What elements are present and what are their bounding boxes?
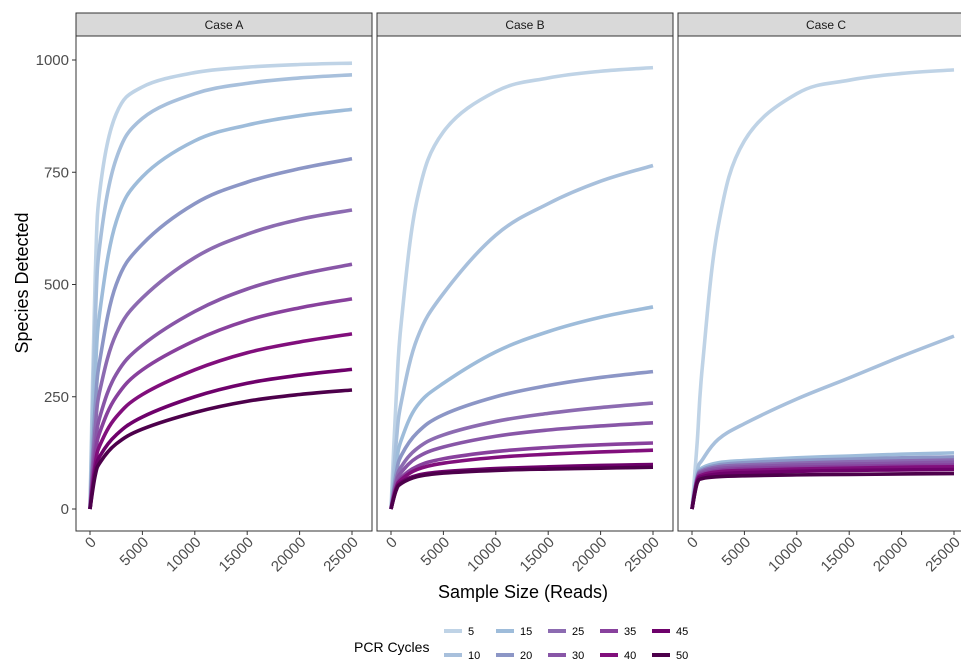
panel-case-c: Case C 0 5000 10000 15000 20000 25000 (677, 12, 961, 576)
x-tick-label: 25000 (320, 534, 362, 576)
series-line-10 (389, 163, 654, 510)
series-line-30 (389, 420, 654, 510)
series-line-40 (389, 448, 654, 510)
legend-item-5: 5 (444, 626, 474, 638)
x-tick-label: 20000 (870, 534, 912, 576)
x-axis-title: Sample Size (Reads) (438, 582, 608, 602)
legend-label: 30 (572, 650, 584, 662)
panel-border (677, 35, 961, 532)
series-group (389, 65, 654, 510)
x-tick-label: 5000 (117, 534, 153, 570)
legend-item-10: 10 (444, 650, 480, 662)
legend-label: 5 (468, 626, 474, 638)
x-tick-label: 0 (82, 534, 100, 552)
facet-strip-label: Case C (806, 18, 846, 32)
y-tick-label: 500 (44, 277, 69, 294)
legend-label: 10 (468, 650, 480, 662)
x-tick-label: 10000 (765, 534, 807, 576)
legend-label: 45 (676, 626, 688, 638)
series-line-10 (88, 73, 353, 510)
series-line-30 (88, 262, 353, 510)
series-line-50 (88, 388, 353, 510)
y-axis: 0 250 500 750 1000 (36, 52, 76, 518)
x-tick-label: 10000 (163, 534, 205, 576)
panel-case-b: Case B 0 5000 10000 15000 20000 25000 (376, 12, 674, 576)
panel-border (75, 35, 373, 532)
legend-item-15: 15 (496, 626, 532, 638)
x-tick-label: 25000 (621, 534, 663, 576)
legend-item-50: 50 (652, 650, 688, 662)
x-tick-label: 5000 (719, 534, 755, 570)
x-tick-label: 15000 (517, 534, 559, 576)
facet-strip-label: Case A (205, 18, 244, 32)
y-tick-label: 750 (44, 164, 69, 181)
legend-item-35: 35 (600, 626, 636, 638)
x-tick-label: 5000 (418, 534, 454, 570)
series-line-15 (88, 107, 353, 510)
legend-title: PCR Cycles (354, 639, 429, 655)
x-tick-label: 10000 (464, 534, 506, 576)
series-line-20 (389, 369, 654, 510)
legend-item-25: 25 (548, 626, 584, 638)
y-axis-title: Species Detected (12, 212, 32, 353)
series-line-35 (88, 297, 353, 510)
legend-label: 35 (624, 626, 636, 638)
series-line-40 (88, 332, 353, 510)
series-line-50 (389, 465, 654, 510)
series-group (88, 61, 353, 510)
series-line-25 (88, 208, 353, 510)
legend-label: 20 (520, 650, 532, 662)
series-line-45 (88, 367, 353, 510)
legend-item-30: 30 (548, 650, 584, 662)
x-tick-label: 25000 (922, 534, 961, 576)
legend-label: 25 (572, 626, 584, 638)
facet-strip-label: Case B (505, 18, 544, 32)
legend-label: 40 (624, 650, 636, 662)
x-tick-label: 15000 (216, 534, 258, 576)
x-tick-label: 20000 (569, 534, 611, 576)
legend-item-40: 40 (600, 650, 636, 662)
legend: PCR Cycles 5 10 15 20 25 30 35 40 45 50 (354, 626, 688, 662)
x-tick-label: 20000 (268, 534, 310, 576)
series-line-5 (690, 68, 955, 510)
series-line-20 (88, 157, 353, 510)
x-tick-label: 0 (684, 534, 702, 552)
y-tick-label: 0 (61, 501, 69, 518)
series-line-5 (389, 65, 654, 510)
panel-case-a: Case A 0 5000 10000 15000 20000 25000 (75, 12, 373, 576)
x-tick-label: 0 (383, 534, 401, 552)
y-tick-label: 250 (44, 389, 69, 406)
series-group (690, 68, 955, 510)
legend-label: 50 (676, 650, 688, 662)
series-line-15 (389, 305, 654, 510)
x-tick-label: 15000 (818, 534, 860, 576)
panel-border (376, 35, 674, 532)
y-tick-label: 1000 (36, 52, 69, 69)
series-line-10 (690, 334, 955, 510)
legend-item-45: 45 (652, 626, 688, 638)
legend-label: 15 (520, 626, 532, 638)
legend-item-20: 20 (496, 650, 532, 662)
series-line-50 (690, 471, 955, 510)
